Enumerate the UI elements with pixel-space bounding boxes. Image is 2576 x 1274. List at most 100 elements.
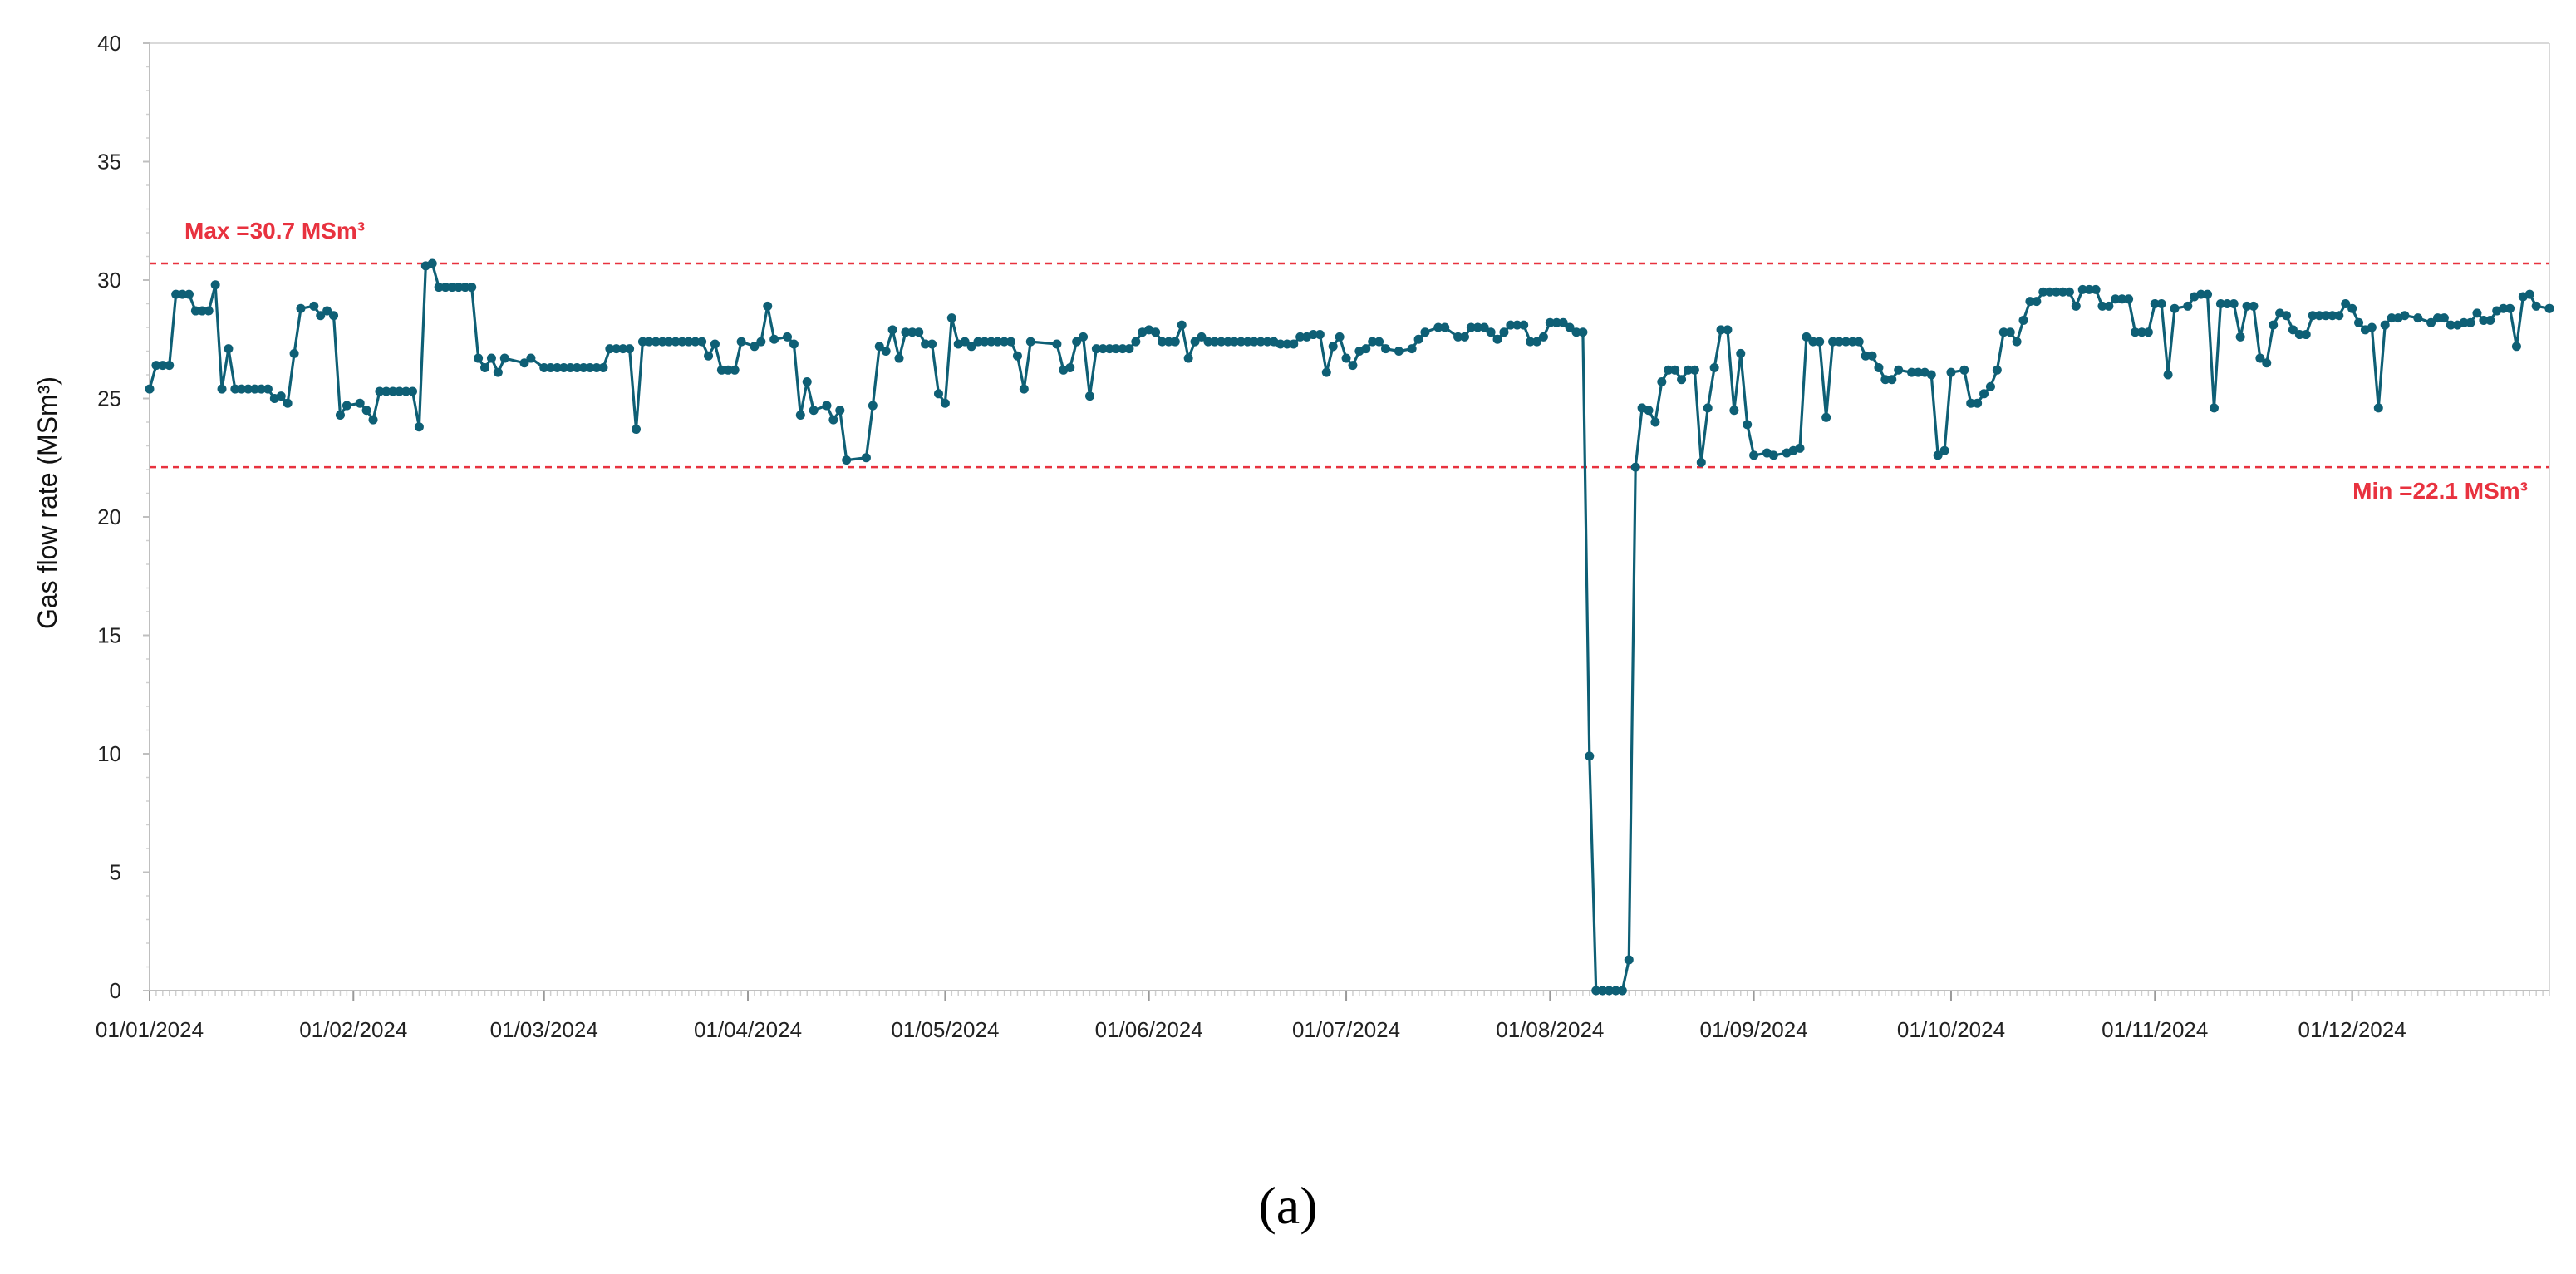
data-point — [171, 289, 181, 299]
data-point — [1242, 337, 1252, 347]
data-point — [637, 337, 647, 347]
data-point — [921, 339, 931, 349]
data-point — [940, 398, 950, 408]
data-point — [1834, 337, 1844, 347]
data-point — [1610, 986, 1620, 996]
data-point — [1624, 955, 1634, 965]
data-point — [1012, 351, 1022, 361]
x-axis-tick-labels: 01/01/2024 01/02/2024 01/03/2024 01/04/2024… — [96, 991, 2406, 1042]
data-point — [414, 422, 424, 432]
data-point — [493, 367, 503, 377]
data-point — [1052, 339, 1062, 349]
data-point — [2314, 311, 2324, 321]
x-tick-label: 01/08/2024 — [1496, 1017, 1604, 1042]
data-point — [2485, 315, 2495, 325]
data-point — [1157, 337, 1167, 347]
data-point — [1170, 337, 1180, 347]
data-point — [2057, 287, 2067, 297]
data-point — [657, 337, 667, 347]
data-point — [1565, 322, 1575, 332]
data-point — [894, 353, 904, 363]
data-point — [1677, 375, 1687, 385]
data-point — [960, 337, 970, 347]
data-point — [1743, 420, 1753, 430]
data-point — [1933, 450, 1943, 460]
data-point — [1861, 351, 1871, 361]
x-tick-label: 01/12/2024 — [2298, 1017, 2406, 1042]
data-point — [1091, 344, 1101, 354]
data-point — [1598, 986, 1608, 996]
data-point — [1749, 450, 1759, 460]
data-point — [2143, 327, 2153, 337]
data-point — [572, 362, 582, 372]
data-point — [1526, 337, 1536, 347]
data-point — [1183, 353, 1193, 363]
data-point — [2426, 317, 2436, 327]
data-point — [2104, 301, 2114, 311]
data-point — [822, 401, 832, 411]
data-point — [2347, 303, 2357, 313]
data-point — [2052, 287, 2062, 297]
data-point — [2373, 403, 2383, 413]
data-point — [1907, 367, 1917, 377]
y-tick-label: 20 — [97, 504, 121, 529]
data-point — [1585, 751, 1595, 761]
min-label: Min =22.1 MSm³ — [2352, 478, 2528, 504]
data-point — [1532, 337, 1542, 347]
x-tick-label: 01/06/2024 — [1095, 1017, 1203, 1042]
data-point — [1236, 337, 1246, 347]
data-point — [230, 384, 240, 394]
data-point — [828, 415, 838, 425]
x-tick-label: 01/05/2024 — [891, 1017, 999, 1042]
data-point — [789, 339, 799, 349]
data-point — [2282, 311, 2292, 321]
data-point — [1716, 325, 1726, 335]
data-point — [434, 283, 444, 293]
data-point — [2242, 301, 2252, 311]
data-point — [1729, 406, 1739, 416]
data-point — [1998, 327, 2008, 337]
data-point — [283, 398, 293, 408]
data-point — [986, 337, 996, 347]
data-point — [296, 303, 306, 313]
data-point — [2136, 327, 2146, 337]
data-point — [1413, 334, 1423, 344]
data-point — [1545, 317, 1555, 327]
data-point — [1985, 381, 1995, 391]
data-point — [1453, 332, 1463, 342]
data-point — [1815, 337, 1825, 347]
data-point — [565, 362, 575, 372]
data-point — [585, 362, 595, 372]
data-point — [329, 311, 339, 321]
data-point — [1341, 353, 1351, 363]
data-point — [2511, 342, 2521, 352]
data-point — [145, 384, 155, 394]
data-point — [250, 384, 260, 394]
data-point — [217, 384, 227, 394]
data-point — [1973, 398, 1983, 408]
data-point — [1894, 365, 1904, 375]
data-point — [1262, 337, 1272, 347]
data-point — [716, 365, 726, 375]
data-point — [467, 283, 477, 293]
data-point — [1079, 332, 1089, 342]
data-point — [2183, 301, 2193, 311]
data-point — [1808, 337, 1818, 347]
data-point — [335, 410, 345, 420]
data-point — [2334, 311, 2344, 321]
data-point — [1605, 986, 1615, 996]
data-point — [474, 353, 484, 363]
data-point — [2413, 313, 2423, 323]
data-point — [519, 358, 529, 368]
data-point — [1966, 398, 1976, 408]
data-point — [1459, 332, 1469, 342]
data-point — [1472, 322, 1482, 332]
data-point — [2038, 287, 2048, 297]
data-point — [2071, 301, 2081, 311]
data-point — [625, 344, 635, 354]
data-point — [980, 337, 990, 347]
data-point — [1519, 320, 1529, 330]
data-point — [1433, 322, 1443, 332]
data-point — [2077, 284, 2087, 294]
data-point — [440, 283, 450, 293]
